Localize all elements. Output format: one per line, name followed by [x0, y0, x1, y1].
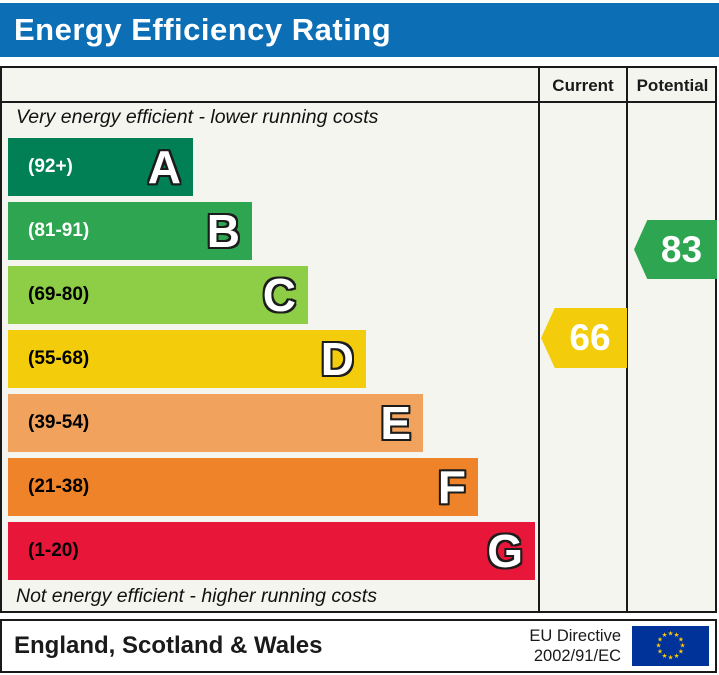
band-e-letter: E — [380, 397, 411, 449]
column-header-current: Current — [552, 76, 614, 95]
svg-text:★: ★ — [680, 643, 686, 650]
bottom-caption: Not energy efficient - higher running co… — [16, 585, 377, 607]
band-f-range: (21-38) — [28, 476, 90, 497]
svg-text:★: ★ — [656, 643, 662, 650]
band-d-range: (55-68) — [28, 348, 90, 369]
title-bar: Energy Efficiency Rating — [0, 3, 719, 57]
band-b: (81-91) B — [8, 202, 252, 260]
header-row-divider — [0, 101, 717, 103]
band-c-letter: C — [262, 269, 296, 321]
svg-text:★: ★ — [674, 632, 680, 639]
band-c-range: (69-80) — [28, 284, 90, 305]
svg-text:★: ★ — [678, 649, 684, 656]
eu-directive-line1: EU Directive — [529, 627, 621, 645]
band-c: (69-80) C — [8, 266, 308, 324]
svg-text:★: ★ — [662, 653, 668, 660]
band-g-letter: G — [487, 525, 523, 577]
band-g: (1-20) G — [8, 522, 535, 580]
eu-directive-line2: 2002/91/EC — [533, 647, 621, 665]
potential-column-divider — [626, 66, 628, 613]
band-g-range: (1-20) — [28, 540, 79, 561]
svg-text:★: ★ — [668, 631, 674, 638]
svg-text:★: ★ — [674, 653, 680, 660]
svg-text:★: ★ — [668, 655, 674, 662]
region-label: England, Scotland & Wales — [14, 632, 323, 659]
band-b-range: (81-91) — [28, 220, 90, 241]
band-d: (55-68) D — [8, 330, 366, 388]
potential-rating-value: 83 — [660, 228, 703, 270]
svg-text:★: ★ — [657, 637, 663, 644]
band-a-range: (92+) — [28, 156, 73, 177]
footer-bar: England, Scotland & Wales EU Directive 2… — [0, 619, 717, 673]
band-a: (92+) A — [8, 138, 193, 196]
current-rating-value: 66 — [569, 317, 611, 358]
svg-text:★: ★ — [662, 632, 668, 639]
band-d-letter: D — [320, 333, 354, 385]
column-header-potential: Potential — [636, 76, 709, 95]
current-column-divider — [538, 66, 540, 613]
band-f-letter: F — [437, 461, 466, 513]
page-title: Energy Efficiency Rating — [14, 12, 392, 47]
svg-text:★: ★ — [657, 649, 663, 656]
band-e-range: (39-54) — [28, 412, 90, 433]
eu-flag-icon: ★ ★ ★ ★ ★ ★ ★ ★ ★ ★ ★ ★ — [632, 626, 709, 666]
band-e: (39-54) E — [8, 394, 423, 452]
potential-rating-arrow: 83 — [634, 220, 717, 279]
current-rating-arrow: 66 — [541, 308, 627, 368]
band-b-letter: B — [206, 205, 240, 257]
band-a-letter: A — [147, 141, 181, 193]
top-caption: Very energy efficient - lower running co… — [16, 106, 379, 128]
band-f: (21-38) F — [8, 458, 478, 516]
svg-text:★: ★ — [678, 637, 684, 644]
eu-directive-label: EU Directive 2002/91/EC — [529, 626, 621, 666]
